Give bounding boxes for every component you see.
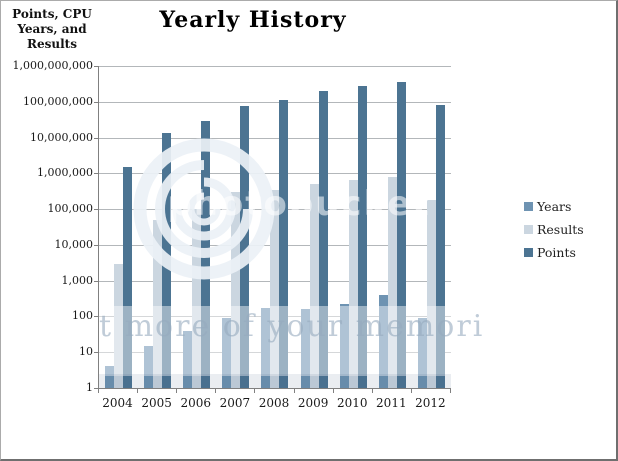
bar-group-2012 <box>412 66 451 388</box>
bar-results-2007 <box>231 192 241 388</box>
bar-points-2011 <box>396 81 406 388</box>
x-tick-label-2007: 2007 <box>219 396 251 410</box>
bar-points-2006 <box>201 120 211 388</box>
gridline <box>99 173 451 175</box>
y-tick-mark <box>94 137 98 139</box>
bar-group-2004 <box>99 66 138 388</box>
x-tick-mark <box>410 389 412 393</box>
y-axis-title-line2: Years, and <box>17 22 87 36</box>
x-tick-label-2008: 2008 <box>258 396 290 410</box>
bar-years-2005 <box>144 345 154 388</box>
bar-group-2005 <box>138 66 177 388</box>
x-tick-label-2009: 2009 <box>297 396 329 410</box>
legend-item-points: Points <box>524 244 584 260</box>
y-tick-label: 1,000,000,000 <box>12 59 93 72</box>
x-tick-label-2012: 2012 <box>415 396 446 410</box>
bar-points-2008 <box>279 100 289 388</box>
y-tick-label: 10 <box>79 345 93 359</box>
y-tick-mark <box>94 66 98 67</box>
y-tick-label: 10,000 <box>54 237 94 251</box>
y-tick-mark <box>94 173 98 175</box>
y-tick-label: 100 <box>72 309 93 323</box>
gridline <box>99 137 451 139</box>
y-axis-title-line3: Results <box>27 37 77 51</box>
x-tick-mark <box>371 389 373 393</box>
legend-label: Points <box>537 244 576 260</box>
bar-group-2006 <box>177 66 216 388</box>
bar-results-2012 <box>426 199 436 388</box>
bar-results-2008 <box>270 189 280 388</box>
x-axis-labels: 2004 2005 2006 2007 2008 2009 2010 2011 2012 <box>98 396 450 410</box>
y-tick-label: 100,000,000 <box>23 94 93 108</box>
bar-group-2011 <box>373 66 412 388</box>
gridline <box>99 101 451 103</box>
bar-results-2004 <box>114 263 124 388</box>
y-tick-label: 1,000,000 <box>37 166 93 180</box>
legend-label: Results <box>537 221 584 237</box>
bar-points-2010 <box>357 85 367 388</box>
bar-group-2007 <box>216 66 255 388</box>
y-axis-title-line1: Points, CPU <box>12 7 92 21</box>
bar-years-2008 <box>261 308 271 388</box>
x-tick-label-2011: 2011 <box>376 396 407 410</box>
bar-points-2012 <box>435 105 445 388</box>
bar-group-2008 <box>255 66 294 388</box>
legend-swatch-icon <box>524 224 533 234</box>
bar-results-2009 <box>309 184 319 388</box>
bar-years-2006 <box>183 330 193 388</box>
x-tick-label-2004: 2004 <box>102 396 133 410</box>
y-tick-mark <box>94 244 98 246</box>
legend-swatch-icon <box>524 201 533 211</box>
x-tick-mark <box>450 389 451 393</box>
bar-group-2010 <box>334 66 373 388</box>
bar-points-2009 <box>318 91 328 388</box>
x-tick-mark <box>98 389 99 393</box>
x-tick-mark <box>293 389 295 393</box>
y-tick-label: 1 <box>86 381 93 394</box>
bars-container <box>99 66 451 388</box>
y-tick-label: 10,000,000 <box>30 130 93 144</box>
bar-results-2011 <box>387 176 397 388</box>
bar-results-2006 <box>192 209 202 388</box>
legend-item-years: Years <box>524 198 584 214</box>
x-tick-label-2010: 2010 <box>336 396 368 410</box>
y-tick-mark <box>94 316 98 318</box>
x-tick-mark <box>332 389 334 393</box>
y-tick-label: 100,000 <box>47 202 94 216</box>
legend-label: Years <box>537 198 572 214</box>
y-tick-mark <box>94 280 98 282</box>
y-tick-mark <box>94 101 98 103</box>
x-tick-mark <box>176 389 178 393</box>
x-tick-label-2005: 2005 <box>141 396 172 410</box>
y-tick-mark <box>94 388 98 389</box>
y-tick-mark <box>94 209 98 211</box>
x-tick-label-2006: 2006 <box>180 396 212 410</box>
bar-results-2005 <box>153 219 163 388</box>
plot-area: photobucket t more of your memori <box>98 66 482 389</box>
bar-years-2011 <box>378 294 388 388</box>
bar-group-2009 <box>295 66 334 388</box>
bar-points-2007 <box>240 106 250 388</box>
y-axis-title: Points, CPU Years, and Results <box>7 7 97 52</box>
x-tick-mark <box>137 389 139 393</box>
bar-years-2007 <box>222 318 232 388</box>
legend-swatch-icon <box>524 247 533 257</box>
y-tick-label: 1,000 <box>61 273 94 287</box>
y-tick-mark <box>94 352 98 354</box>
chart-title: Yearly History <box>159 7 347 33</box>
bar-years-2009 <box>300 309 310 388</box>
x-tick-mark <box>254 389 256 393</box>
bar-points-2004 <box>123 167 133 388</box>
legend-item-results: Results <box>524 221 584 237</box>
bar-years-2004 <box>105 366 115 388</box>
legend: Years Results Points <box>524 198 584 269</box>
bar-years-2010 <box>339 303 349 388</box>
gridline <box>99 66 451 67</box>
bar-points-2005 <box>162 133 172 388</box>
x-tick-mark <box>215 389 217 393</box>
bar-years-2012 <box>417 318 427 388</box>
bar-results-2010 <box>348 180 358 388</box>
